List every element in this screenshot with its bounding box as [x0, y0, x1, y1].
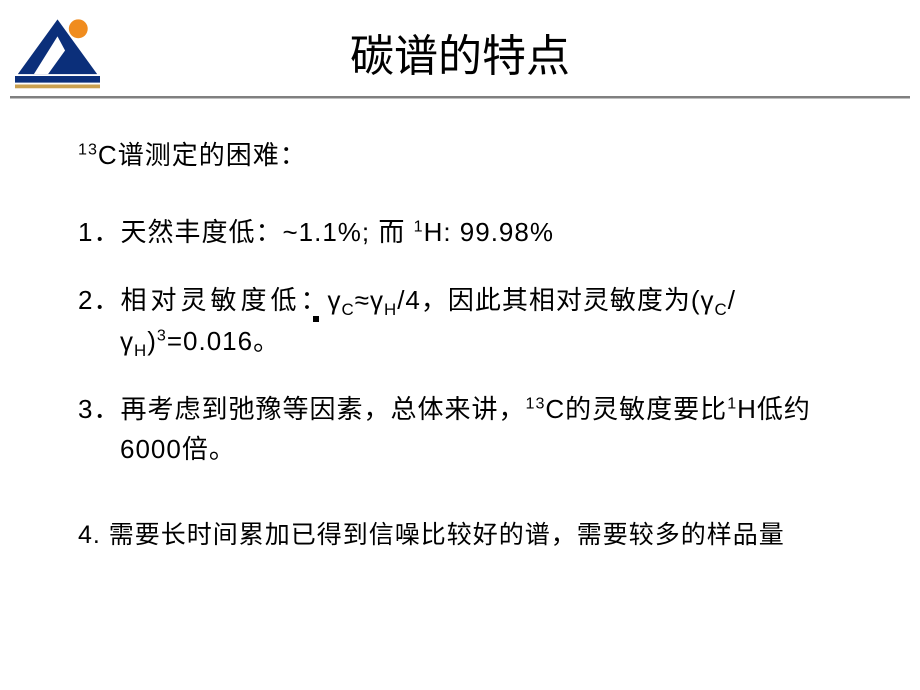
sup-13: 13 [78, 140, 98, 158]
body-content: 13C谱测定的困难： 1．天然丰度低：~1.1%; 而 1H: 99.98% 2… [78, 135, 860, 555]
item2-b: ：γ [300, 285, 341, 315]
item2-a: 相对灵敏度低 [120, 285, 300, 315]
list-item-2: 2．相对灵敏度低：γC≈γH/4，因此其相对灵敏度为(γC/γH)3=0.016… [78, 280, 860, 361]
item4-num: 4. [78, 521, 109, 549]
item2-e: (γ [691, 285, 715, 315]
bar-2 [15, 85, 100, 89]
item3-sup2: 1 [727, 394, 737, 412]
item2-sub3: C [715, 300, 728, 319]
item3-sup1: 13 [525, 394, 545, 412]
item4-a: 需要长时间累加已得到信噪比较好的谱，需要较多的样品量 [109, 521, 785, 549]
item3-a: 再考虑到弛豫等因素，总体来讲， [120, 394, 525, 424]
item2-sup: 3 [157, 326, 167, 344]
item1-num: 1． [78, 217, 120, 247]
item2-sub4: H [134, 341, 147, 360]
slide: 碳谱的特点 13C谱测定的困难： 1．天然丰度低：~1.1%; 而 1H: 99… [0, 0, 920, 690]
page-title: 碳谱的特点 [0, 20, 920, 84]
item2-h: =0.016。 [167, 326, 280, 356]
item2-num: 2． [78, 285, 120, 315]
item1-b: H: 99.98% [424, 217, 554, 247]
item2-c: ≈γ [355, 285, 384, 315]
title-divider [10, 96, 910, 98]
subheading: 13C谱测定的困难： [78, 135, 860, 172]
item1-a: 天然丰度低：~1.1%; 而 [120, 217, 413, 247]
item1-sup: 1 [414, 217, 424, 235]
item2-sub2: H [384, 300, 397, 319]
item3-num: 3． [78, 394, 120, 424]
item3-b: C的灵敏度要比 [545, 394, 727, 424]
list-item-3: 3．再考虑到弛豫等因素，总体来讲，13C的灵敏度要比1H低约6000倍。 [78, 389, 860, 470]
item2-sub1: C [342, 300, 355, 319]
list-item-4: 4. 需要长时间累加已得到信噪比较好的谱，需要较多的样品量 [78, 515, 860, 555]
small-marker [313, 316, 319, 322]
list-item-1: 1．天然丰度低：~1.1%; 而 1H: 99.98% [78, 212, 860, 252]
heading-text: C谱测定的困难： [98, 140, 307, 170]
item2-d: /4，因此其相对灵敏度为 [397, 285, 691, 315]
item2-g: ) [147, 326, 157, 356]
